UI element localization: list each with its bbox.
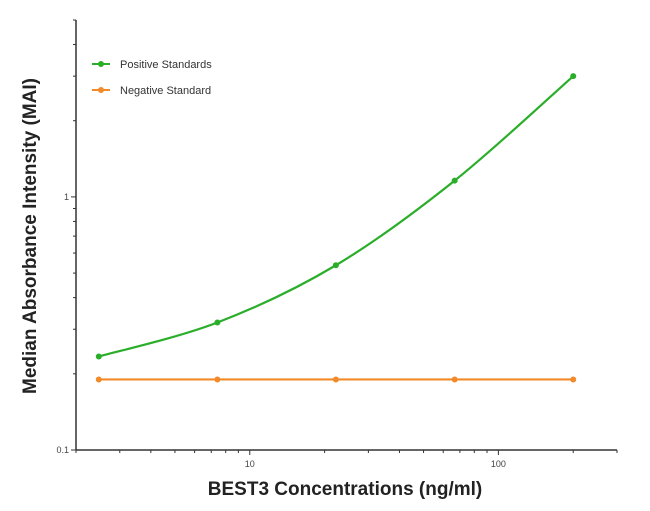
data-point bbox=[95, 376, 102, 383]
legend-label: Negative Standard bbox=[120, 85, 211, 97]
data-point bbox=[332, 376, 339, 383]
y-tick-label: 0.1 bbox=[56, 445, 69, 455]
data-point bbox=[214, 376, 221, 383]
y-tick-label: 1 bbox=[64, 192, 69, 202]
data-point bbox=[451, 177, 458, 184]
legend-marker bbox=[98, 87, 104, 93]
data-point bbox=[332, 262, 339, 269]
x-axis-title: BEST3 Concentrations (ng/ml) bbox=[208, 479, 482, 500]
x-tick-label: 10 bbox=[245, 459, 255, 469]
data-point bbox=[95, 353, 102, 360]
legend-label: Positive Standards bbox=[120, 59, 212, 71]
data-point bbox=[570, 73, 577, 80]
data-point bbox=[570, 376, 577, 383]
data-point bbox=[214, 319, 221, 326]
series-layer bbox=[95, 73, 577, 383]
legend-marker bbox=[98, 61, 104, 67]
legend: Positive Standards Negative Standard bbox=[92, 59, 212, 97]
data-point bbox=[451, 376, 458, 383]
y-axis-title: Median Absorbance Intensity (MAI) bbox=[20, 78, 41, 394]
x-tick-label: 100 bbox=[491, 459, 506, 469]
axes: 10 100 0.1 1 bbox=[56, 19, 618, 469]
series-line-positive-standards bbox=[98, 75, 574, 358]
